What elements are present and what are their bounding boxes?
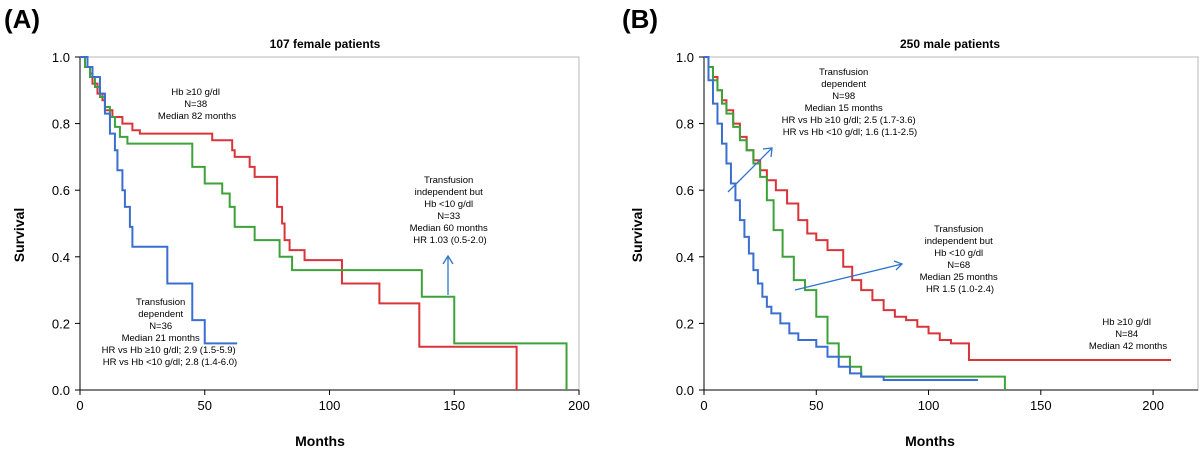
panel-a-x-tick-label: 200 — [568, 398, 590, 413]
panel-a-y-tick-label: 0.4 — [52, 250, 70, 265]
panel-b-arrow-ti — [794, 260, 904, 291]
panel-a-ti-low-annotation: Transfusion independent but Hb <10 g/dl … — [410, 175, 491, 246]
panel-b-x-tick-label: 50 — [809, 398, 823, 413]
panel-a-x-axis-title: Months — [295, 433, 345, 449]
panel-a-hb-high-annotation: Hb ≥10 g/dl N=38 Median 82 months — [158, 87, 236, 122]
panel-b-td-annotation: Transfusion dependent N=98 Median 15 mon… — [782, 67, 919, 138]
panel-b-ti-low-annotation: Transfusion independent but Hb <10 g/dl … — [920, 224, 1001, 295]
panel-b-y-axis-title: Survival — [629, 208, 645, 262]
panel-b-y-tick-label: 0.2 — [676, 316, 694, 331]
panel-b-curve-ti-low — [704, 56, 1006, 390]
panel-a-x-tick-label: 100 — [319, 398, 341, 413]
panel-b-label: (B) — [622, 4, 658, 34]
panel-a-y-tick-label: 0.6 — [52, 183, 70, 198]
panel-a-title: 107 female patients — [270, 37, 381, 51]
panel-a-curve-td — [80, 56, 238, 345]
panel-b-title: 250 male patients — [900, 37, 1000, 51]
panel-b-y-tick-label: 0.6 — [676, 183, 694, 198]
panel-b-x-tick-label: 100 — [918, 398, 940, 413]
panel-a-y-tick-label: 0.0 — [52, 383, 70, 398]
panel-a-x-tick-label: 50 — [198, 398, 212, 413]
panel-a-arrow — [442, 254, 454, 295]
panel-a-y-tick-label: 0.2 — [52, 316, 70, 331]
panel-a-x-tick-label: 150 — [443, 398, 465, 413]
panel-a-y-axis-title: Survival — [11, 208, 27, 262]
panel-b-y-tick-label: 0.8 — [676, 117, 694, 132]
panel-b-curve-td — [704, 56, 978, 382]
panel-b-y-tick-label: 1.0 — [676, 50, 694, 65]
panel-b-x-axis-title: Months — [905, 433, 955, 449]
panel-b-x-tick-label: 200 — [1142, 398, 1164, 413]
panel-a-y-tick-label: 1.0 — [52, 50, 70, 65]
panel-b-arrow-td — [727, 147, 773, 193]
panel-a-x-tick-label: 0 — [76, 398, 83, 413]
panel-b-x-tick-label: 0 — [700, 398, 707, 413]
panel-b-y-tick-label: 0.0 — [676, 383, 694, 398]
panel-b: (B) 250 male patients 0 50 100 150 200 0.0 0.2… — [622, 4, 1199, 449]
panel-b-x-tick-label: 150 — [1030, 398, 1052, 413]
panel-a-td-annotation: Transfusion dependent N=36 Median 21 mon… — [102, 297, 239, 368]
panel-b-hb-high-annotation: Hb ≥10 g/dl N=84 Median 42 months — [1089, 317, 1167, 352]
panel-a: (A) 107 female patients 0 50 100 150 200 0.0 0… — [4, 4, 590, 449]
panel-a-label: (A) — [4, 4, 40, 34]
panel-a-y-tick-label: 0.8 — [52, 117, 70, 132]
panel-b-y-tick-label: 0.4 — [676, 250, 694, 265]
